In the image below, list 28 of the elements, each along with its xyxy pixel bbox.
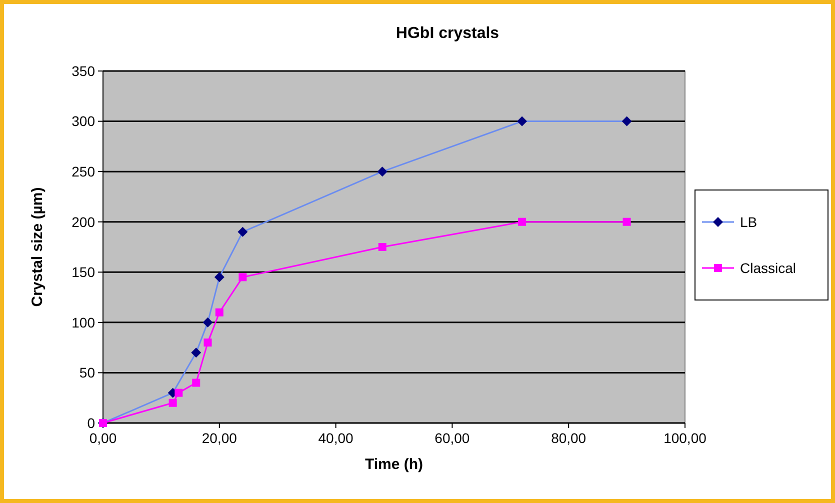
- y-tick-label: 150: [72, 264, 96, 280]
- point: [174, 388, 183, 397]
- point: [204, 338, 212, 347]
- y-tick-label: 50: [79, 364, 96, 381]
- y-tick-label: 100: [72, 314, 96, 330]
- legend-label: Classical: [740, 260, 796, 276]
- y-tick-label: 350: [72, 62, 96, 79]
- point: [215, 308, 224, 316]
- point: [168, 398, 177, 407]
- y-tick-label: 250: [72, 163, 96, 180]
- y-axis-title: Crystal size (µm): [29, 187, 46, 307]
- x-tick-label: 40,00: [318, 430, 354, 446]
- point: [378, 243, 386, 251]
- x-tick-label: 20,00: [202, 430, 238, 446]
- y-tick-label: 200: [72, 214, 96, 230]
- chart-title: HGbI crystals: [396, 25, 500, 42]
- x-tick-label: 60,00: [434, 430, 470, 446]
- x-tick-label: 0,00: [89, 430, 117, 446]
- point: [518, 218, 526, 226]
- x-tick-label: 80,00: [551, 430, 586, 446]
- point: [192, 378, 200, 387]
- y-tick-label: 0: [87, 414, 96, 431]
- legend-label: LB: [740, 214, 758, 230]
- point: [238, 273, 247, 282]
- x-tick-label: 100,00: [664, 430, 707, 446]
- y-tick-label: 300: [72, 113, 96, 130]
- x-axis-title: Time (h): [364, 456, 424, 473]
- point: [622, 218, 631, 226]
